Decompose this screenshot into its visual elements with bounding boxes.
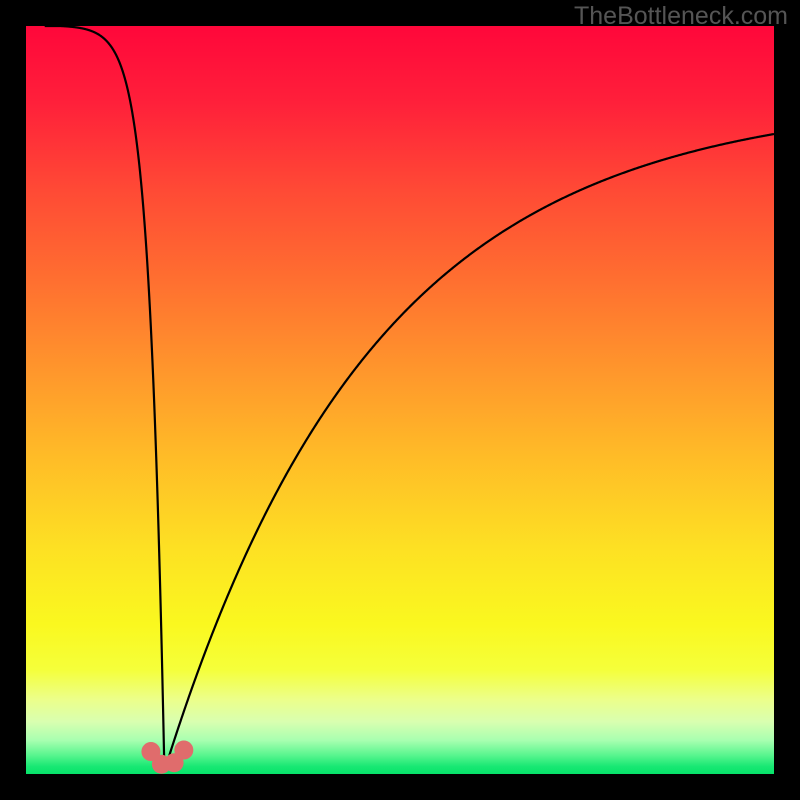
plot-area	[26, 26, 774, 774]
watermark-text: TheBottleneck.com	[574, 2, 788, 31]
curve-marker	[174, 741, 193, 760]
chart-svg	[0, 0, 800, 800]
figure-root: TheBottleneck.com	[0, 0, 800, 800]
